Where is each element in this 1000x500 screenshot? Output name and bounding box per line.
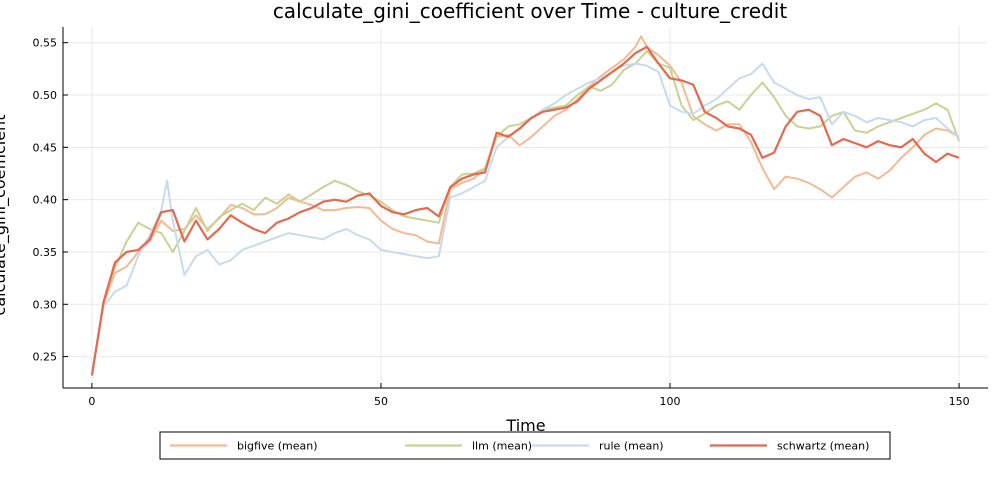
- y-tick-label: 0.45: [33, 141, 58, 154]
- series-line-rule: [90, 62, 960, 376]
- legend-box: [159, 431, 891, 460]
- series-layer: [90, 35, 961, 376]
- chart-title: calculate_gini_coefficient over Time - c…: [273, 0, 788, 23]
- y-axis-label: calculate_gini_coefficient: [0, 115, 10, 316]
- grid: [63, 27, 988, 388]
- series-line-bigfive: [90, 35, 960, 376]
- y-tick-label: 0.35: [33, 246, 58, 259]
- y-tick-label: 0.30: [33, 298, 58, 311]
- series-line-llm: [90, 50, 961, 376]
- y-tick-label: 0.40: [33, 194, 58, 207]
- x-tick-label: 50: [374, 395, 388, 408]
- legend-label: schwartz (mean): [777, 440, 869, 453]
- x-tick-label: 0: [88, 395, 95, 408]
- x-tick-label: 100: [660, 395, 681, 408]
- x-tick-label: 150: [949, 395, 970, 408]
- legend-label: bigfive (mean): [237, 440, 318, 453]
- y-tick-label: 0.55: [33, 37, 58, 50]
- x-axis-label: Time: [505, 416, 545, 435]
- legend: bigfive (mean) llm (mean) rule (mean) schwa…: [159, 431, 891, 460]
- legend-label: rule (mean): [599, 440, 664, 453]
- legend-label: llm (mean): [472, 440, 532, 453]
- y-tick-label: 0.25: [33, 351, 58, 364]
- axes: 0 50 100 150 0.25 0.30 0.35 0.40 0.45 0.50 0.55: [33, 27, 988, 408]
- y-tick-label: 0.50: [33, 89, 58, 102]
- series-line-schwartz: [90, 45, 960, 376]
